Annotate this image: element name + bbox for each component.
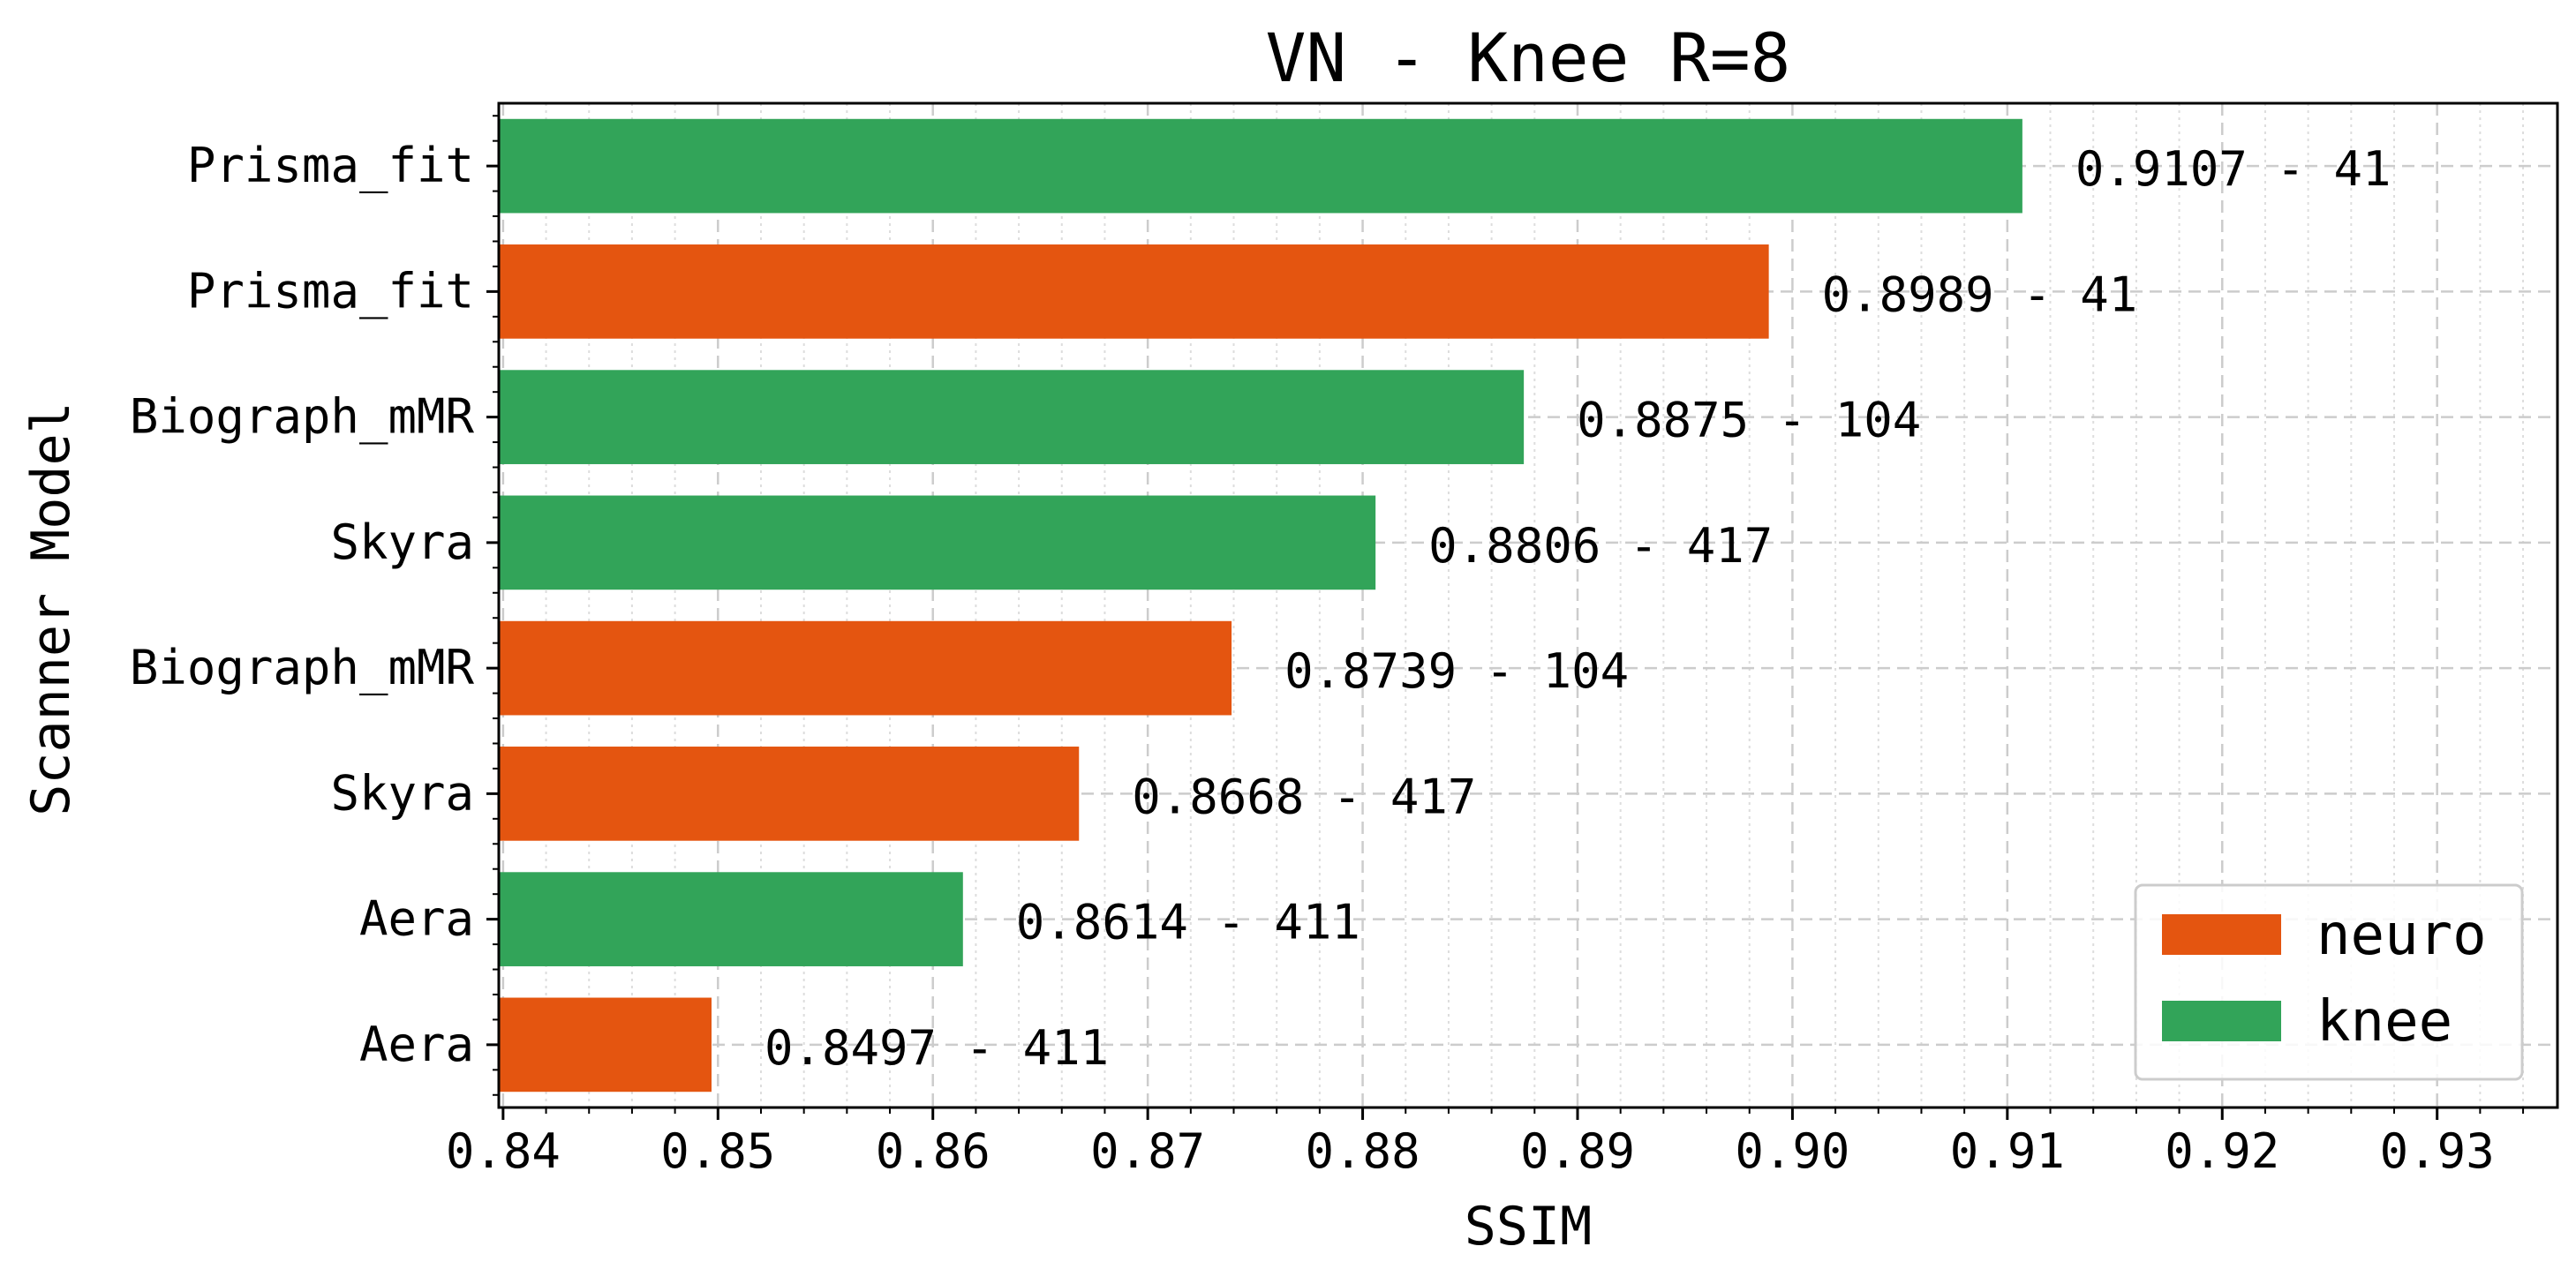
y-tick-label: Biograph_mMR (130, 389, 475, 445)
bar-knee (499, 872, 963, 966)
data-label: 0.8497 - 411 (765, 1020, 1109, 1076)
data-label: 0.8989 - 41 (1822, 267, 2138, 322)
y-tick-label: Biograph_mMR (130, 640, 475, 695)
bar-neuro (499, 997, 712, 1093)
bar-neuro (499, 620, 1232, 716)
legend: neuro knee (2134, 883, 2524, 1081)
chart-title: VN - Knee R=8 (1266, 19, 1791, 97)
data-label: 0.8668 - 417 (1132, 769, 1476, 824)
y-tick-label: Aera (359, 891, 474, 947)
x-tick-label: 0.87 (1090, 1123, 1205, 1179)
x-tick-label: 0.91 (1950, 1123, 2065, 1179)
legend-label-neuro: neuro (2316, 903, 2487, 968)
bar-knee (499, 495, 1376, 590)
x-axis-label: SSIM (1465, 1196, 1593, 1258)
x-tick-label: 0.86 (876, 1123, 990, 1179)
data-label: 0.8614 - 411 (1016, 895, 1360, 950)
x-tick-label: 0.88 (1306, 1123, 1420, 1179)
legend-swatch-knee (2162, 1001, 2281, 1041)
bar-knee (499, 118, 2022, 214)
bar-neuro (499, 747, 1080, 841)
x-tick-label: 0.84 (446, 1123, 561, 1179)
data-label: 0.8806 - 417 (1428, 518, 1773, 574)
data-label: 0.9107 - 41 (2075, 141, 2391, 197)
legend-label-knee: knee (2316, 989, 2452, 1055)
bar-knee (499, 370, 1525, 464)
y-tick-label: Aera (359, 1017, 474, 1072)
plot-frame (497, 101, 2559, 1109)
x-tick-label: 0.90 (1735, 1123, 1849, 1179)
x-tick-label: 0.92 (2165, 1123, 2279, 1179)
y-tick-label: Prisma_fit (187, 138, 474, 193)
y-tick-label: Skyra (330, 765, 474, 821)
y-tick-label: Prisma_fit (187, 263, 474, 319)
data-label: 0.8875 - 104 (1577, 393, 1921, 448)
x-tick-label: 0.89 (1520, 1123, 1635, 1179)
y-axis-label: Scanner Model (20, 402, 82, 816)
x-tick-label: 0.93 (2380, 1123, 2495, 1179)
data-label: 0.8739 - 104 (1284, 643, 1629, 699)
y-tick-label: Skyra (330, 514, 474, 570)
bar-neuro (499, 244, 1769, 339)
x-tick-label: 0.85 (660, 1123, 775, 1179)
legend-swatch-neuro (2162, 914, 2281, 955)
